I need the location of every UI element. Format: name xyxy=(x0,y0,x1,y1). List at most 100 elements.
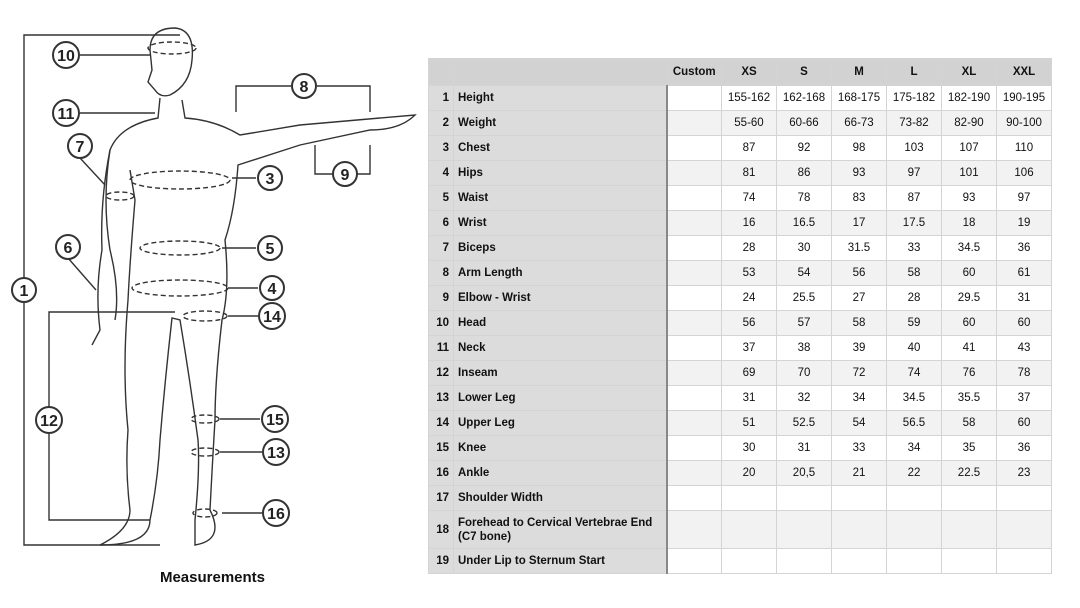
size-cell: 83 xyxy=(831,185,887,211)
size-cell: 58 xyxy=(941,410,997,436)
size-cell: 97 xyxy=(886,160,942,186)
size-cell: 29.5 xyxy=(941,285,997,311)
row-label: Head xyxy=(453,310,668,336)
row-number: 16 xyxy=(428,460,454,486)
size-cell: 70 xyxy=(776,360,832,386)
table-row: 4 Hips 81 86 93 97 101 106 xyxy=(428,160,1052,186)
size-chart-table: Custom XS S M L XL XXL 1 Height 155-162 162-168 16… xyxy=(428,58,1052,574)
row-label: Under Lip to Sternum Start xyxy=(453,548,668,574)
row-label: Ankle xyxy=(453,460,668,486)
size-cell: 33 xyxy=(831,435,887,461)
size-cell: 53 xyxy=(721,260,777,286)
column-header: XXL xyxy=(996,58,1052,86)
column-header: XL xyxy=(941,58,997,86)
row-number: 4 xyxy=(428,160,454,186)
custom-cell xyxy=(666,285,722,311)
size-cell: 56.5 xyxy=(886,410,942,436)
row-number: 7 xyxy=(428,235,454,261)
svg-text:11: 11 xyxy=(58,106,75,123)
row-number: 6 xyxy=(428,210,454,236)
custom-cell xyxy=(666,160,722,186)
size-cell: 190-195 xyxy=(996,85,1052,111)
size-cell: 56 xyxy=(831,260,887,286)
size-cell: 34.5 xyxy=(941,235,997,261)
size-cell: 57 xyxy=(776,310,832,336)
size-cell xyxy=(886,485,942,511)
size-cell: 93 xyxy=(941,185,997,211)
size-cell: 78 xyxy=(996,360,1052,386)
row-label: Upper Leg xyxy=(453,410,668,436)
size-cell: 20,5 xyxy=(776,460,832,486)
size-cell: 19 xyxy=(996,210,1052,236)
size-cell: 168-175 xyxy=(831,85,887,111)
table-row: 17 Shoulder Width xyxy=(428,485,1052,511)
size-cell: 59 xyxy=(886,310,942,336)
size-cell xyxy=(996,485,1052,511)
custom-cell xyxy=(666,360,722,386)
row-number: 2 xyxy=(428,110,454,136)
size-cell: 60-66 xyxy=(776,110,832,136)
svg-text:9: 9 xyxy=(341,167,350,184)
row-number: 3 xyxy=(428,135,454,161)
size-cell: 93 xyxy=(831,160,887,186)
column-header: XS xyxy=(721,58,777,86)
size-cell: 17.5 xyxy=(886,210,942,236)
size-cell: 76 xyxy=(941,360,997,386)
column-header xyxy=(453,58,668,86)
size-cell: 82-90 xyxy=(941,110,997,136)
custom-cell xyxy=(666,235,722,261)
size-cell: 17 xyxy=(831,210,887,236)
column-header xyxy=(428,58,454,86)
size-cell: 58 xyxy=(831,310,887,336)
custom-cell xyxy=(666,460,722,486)
size-cell: 24 xyxy=(721,285,777,311)
size-cell: 23 xyxy=(996,460,1052,486)
size-cell: 51 xyxy=(721,410,777,436)
custom-cell xyxy=(666,185,722,211)
row-number: 13 xyxy=(428,385,454,411)
size-cell: 37 xyxy=(996,385,1052,411)
svg-text:13: 13 xyxy=(267,445,285,462)
size-cell: 34 xyxy=(886,435,942,461)
size-cell: 35.5 xyxy=(941,385,997,411)
size-cell xyxy=(721,485,777,511)
row-label: Elbow - Wrist xyxy=(453,285,668,311)
row-number: 5 xyxy=(428,185,454,211)
table-row: 2 Weight 55-60 60-66 66-73 73-82 82-90 90-100 xyxy=(428,110,1052,136)
row-label: Waist xyxy=(453,185,668,211)
size-cell: 20 xyxy=(721,460,777,486)
size-cell: 69 xyxy=(721,360,777,386)
custom-cell xyxy=(666,485,722,511)
size-cell: 60 xyxy=(941,310,997,336)
row-number: 18 xyxy=(428,510,454,549)
svg-text:1: 1 xyxy=(20,283,29,300)
size-cell: 54 xyxy=(831,410,887,436)
size-cell: 103 xyxy=(886,135,942,161)
size-cell: 60 xyxy=(941,260,997,286)
svg-text:7: 7 xyxy=(76,139,85,156)
row-label: Biceps xyxy=(453,235,668,261)
size-cell: 107 xyxy=(941,135,997,161)
row-number: 11 xyxy=(428,335,454,361)
size-cell xyxy=(776,485,832,511)
row-number: 19 xyxy=(428,548,454,574)
svg-text:3: 3 xyxy=(266,171,275,188)
custom-cell xyxy=(666,335,722,361)
row-number: 17 xyxy=(428,485,454,511)
table-row: 18 Forehead to Cervical Vertebrae End (C7… xyxy=(428,510,1052,549)
column-header: Custom xyxy=(666,58,722,86)
size-cell: 87 xyxy=(721,135,777,161)
custom-cell xyxy=(666,110,722,136)
size-cell: 78 xyxy=(776,185,832,211)
size-cell: 16.5 xyxy=(776,210,832,236)
size-cell: 36 xyxy=(996,435,1052,461)
row-label: Hips xyxy=(453,160,668,186)
row-number: 10 xyxy=(428,310,454,336)
size-cell: 31 xyxy=(721,385,777,411)
size-cell xyxy=(941,548,997,574)
custom-cell xyxy=(666,435,722,461)
svg-text:15: 15 xyxy=(266,412,284,429)
table-row: 12 Inseam 69 70 72 74 76 78 xyxy=(428,360,1052,386)
table-row: 3 Chest 87 92 98 103 107 110 xyxy=(428,135,1052,161)
